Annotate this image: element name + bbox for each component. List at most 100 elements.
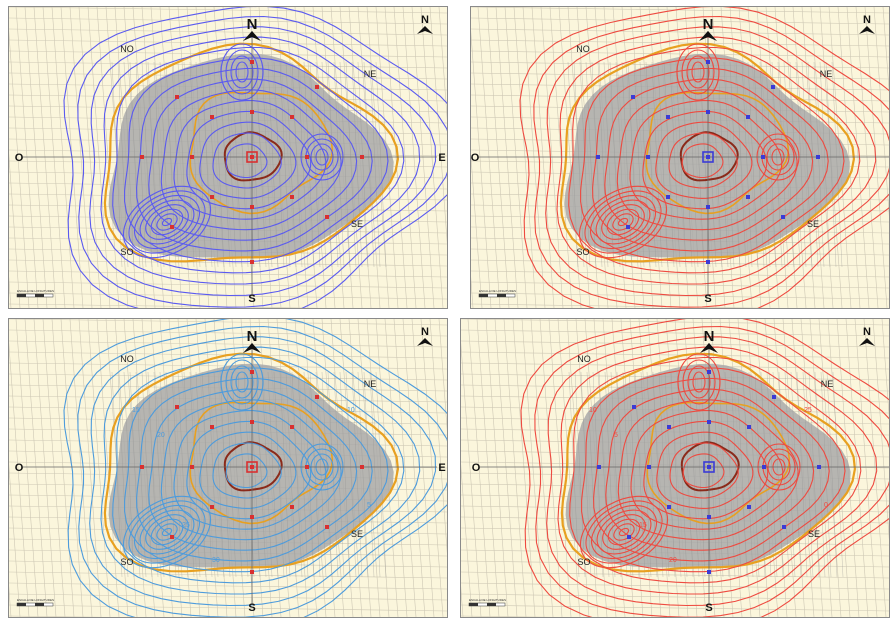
southwest-label: SO [577, 557, 590, 567]
southeast-label: SE [351, 219, 363, 229]
northwest-label: NO [576, 44, 590, 54]
sensor-marker [170, 225, 174, 229]
south-label: S [704, 293, 711, 305]
sensor-marker [290, 195, 294, 199]
west-label: O [15, 462, 24, 474]
sensor-marker [781, 215, 785, 219]
sensor-marker [706, 260, 710, 264]
sensor-marker [210, 425, 214, 429]
outer-boundary [103, 42, 400, 263]
sensor-marker [597, 465, 601, 469]
southwest-label: SO [120, 247, 133, 257]
sensor-marker [190, 155, 194, 159]
contour-label: 25 [182, 522, 190, 529]
sensor-marker [707, 570, 711, 574]
sensor-marker [782, 525, 786, 529]
sensor-marker [746, 195, 750, 199]
compass-icon [417, 338, 433, 346]
sensor-marker [746, 115, 750, 119]
sensor-marker [360, 155, 364, 159]
southwest-label: SO [120, 557, 133, 567]
compass-north-label: N [421, 14, 429, 26]
axis-cross [22, 31, 437, 296]
sensor-marker [210, 115, 214, 119]
sensor-marker [250, 110, 254, 114]
sensor-marker [290, 505, 294, 509]
sensor-marker [140, 465, 144, 469]
north-label: N [247, 328, 258, 345]
contour-lines [63, 7, 447, 308]
sensor-marker [772, 395, 776, 399]
contour-label: 20 [669, 557, 677, 564]
sensor-marker [666, 195, 670, 199]
sensor-marker [175, 95, 179, 99]
sensor-marker [140, 155, 144, 159]
sensor-marker [210, 195, 214, 199]
contour-label: 10 [347, 407, 355, 414]
north-label: N [703, 16, 714, 33]
sensor-marker [315, 85, 319, 89]
contour-label: 30 [212, 557, 220, 564]
center-sensor [246, 461, 258, 473]
sensor-marker [627, 535, 631, 539]
sensor-marker [707, 465, 711, 469]
sensor-marker [667, 505, 671, 509]
compass-icon [859, 338, 875, 346]
map-panel-top-left: O E S NO NE SE SO N N ESCALA DE LONGITUDES [8, 6, 448, 309]
sensor-points [140, 60, 364, 264]
compass-icon [417, 26, 433, 34]
contour-lines [520, 319, 889, 617]
west-label: O [472, 462, 481, 474]
northeast-label: NE [820, 69, 833, 79]
sensor-marker [747, 425, 751, 429]
west-label: O [471, 152, 480, 164]
southwest-label: SO [576, 247, 589, 257]
sensor-marker [626, 225, 630, 229]
sensor-points [596, 60, 820, 264]
sensor-marker [250, 155, 254, 159]
contour-label: 20 [157, 432, 165, 439]
outer-boundary [560, 352, 857, 573]
center-sensor [703, 461, 715, 473]
east-label: E [438, 462, 445, 474]
map-panel-bottom-left: 15 20 25 30 10 5 O E S NO NE SE SO N N ESCALA DE LONGIT… [8, 318, 448, 618]
outer-boundary [559, 42, 856, 263]
east-label: E [438, 152, 445, 164]
contour-lines [63, 319, 447, 617]
sensor-marker [250, 205, 254, 209]
compass-north-label: N [863, 326, 871, 338]
scale-caption: ESCALA DE LONGITUDES [469, 598, 506, 602]
sensor-marker [290, 425, 294, 429]
center-sensor [702, 151, 714, 163]
sensor-marker [315, 395, 319, 399]
compass-north-label: N [421, 326, 429, 338]
north-arrow-icon [243, 343, 261, 353]
sensor-marker [325, 525, 329, 529]
sensor-marker [250, 60, 254, 64]
sensor-marker [305, 155, 309, 159]
middle-boundary [189, 401, 334, 525]
urban-blocks [567, 61, 843, 268]
sensor-marker [667, 425, 671, 429]
sensor-marker [632, 405, 636, 409]
sensor-marker [250, 420, 254, 424]
southeast-label: SE [808, 529, 820, 539]
north-arrow-icon [700, 343, 718, 353]
sensor-marker [647, 465, 651, 469]
sensor-marker [706, 60, 710, 64]
axis-cross [479, 343, 889, 605]
contour-lines [519, 7, 889, 308]
sensor-marker [250, 370, 254, 374]
sensor-marker [761, 155, 765, 159]
sensor-marker [305, 465, 309, 469]
center-sensor [246, 151, 258, 163]
middle-boundary [645, 91, 790, 215]
sensor-marker [210, 505, 214, 509]
axis-cross [478, 31, 889, 296]
map-svg: 1051520250OESNONESESONNESCALA DE LONGITU… [461, 319, 889, 617]
sensor-marker [707, 420, 711, 424]
sensor-marker [190, 465, 194, 469]
sensor-points [140, 370, 364, 574]
contour-label: 25 [804, 407, 812, 414]
sensor-marker [747, 505, 751, 509]
